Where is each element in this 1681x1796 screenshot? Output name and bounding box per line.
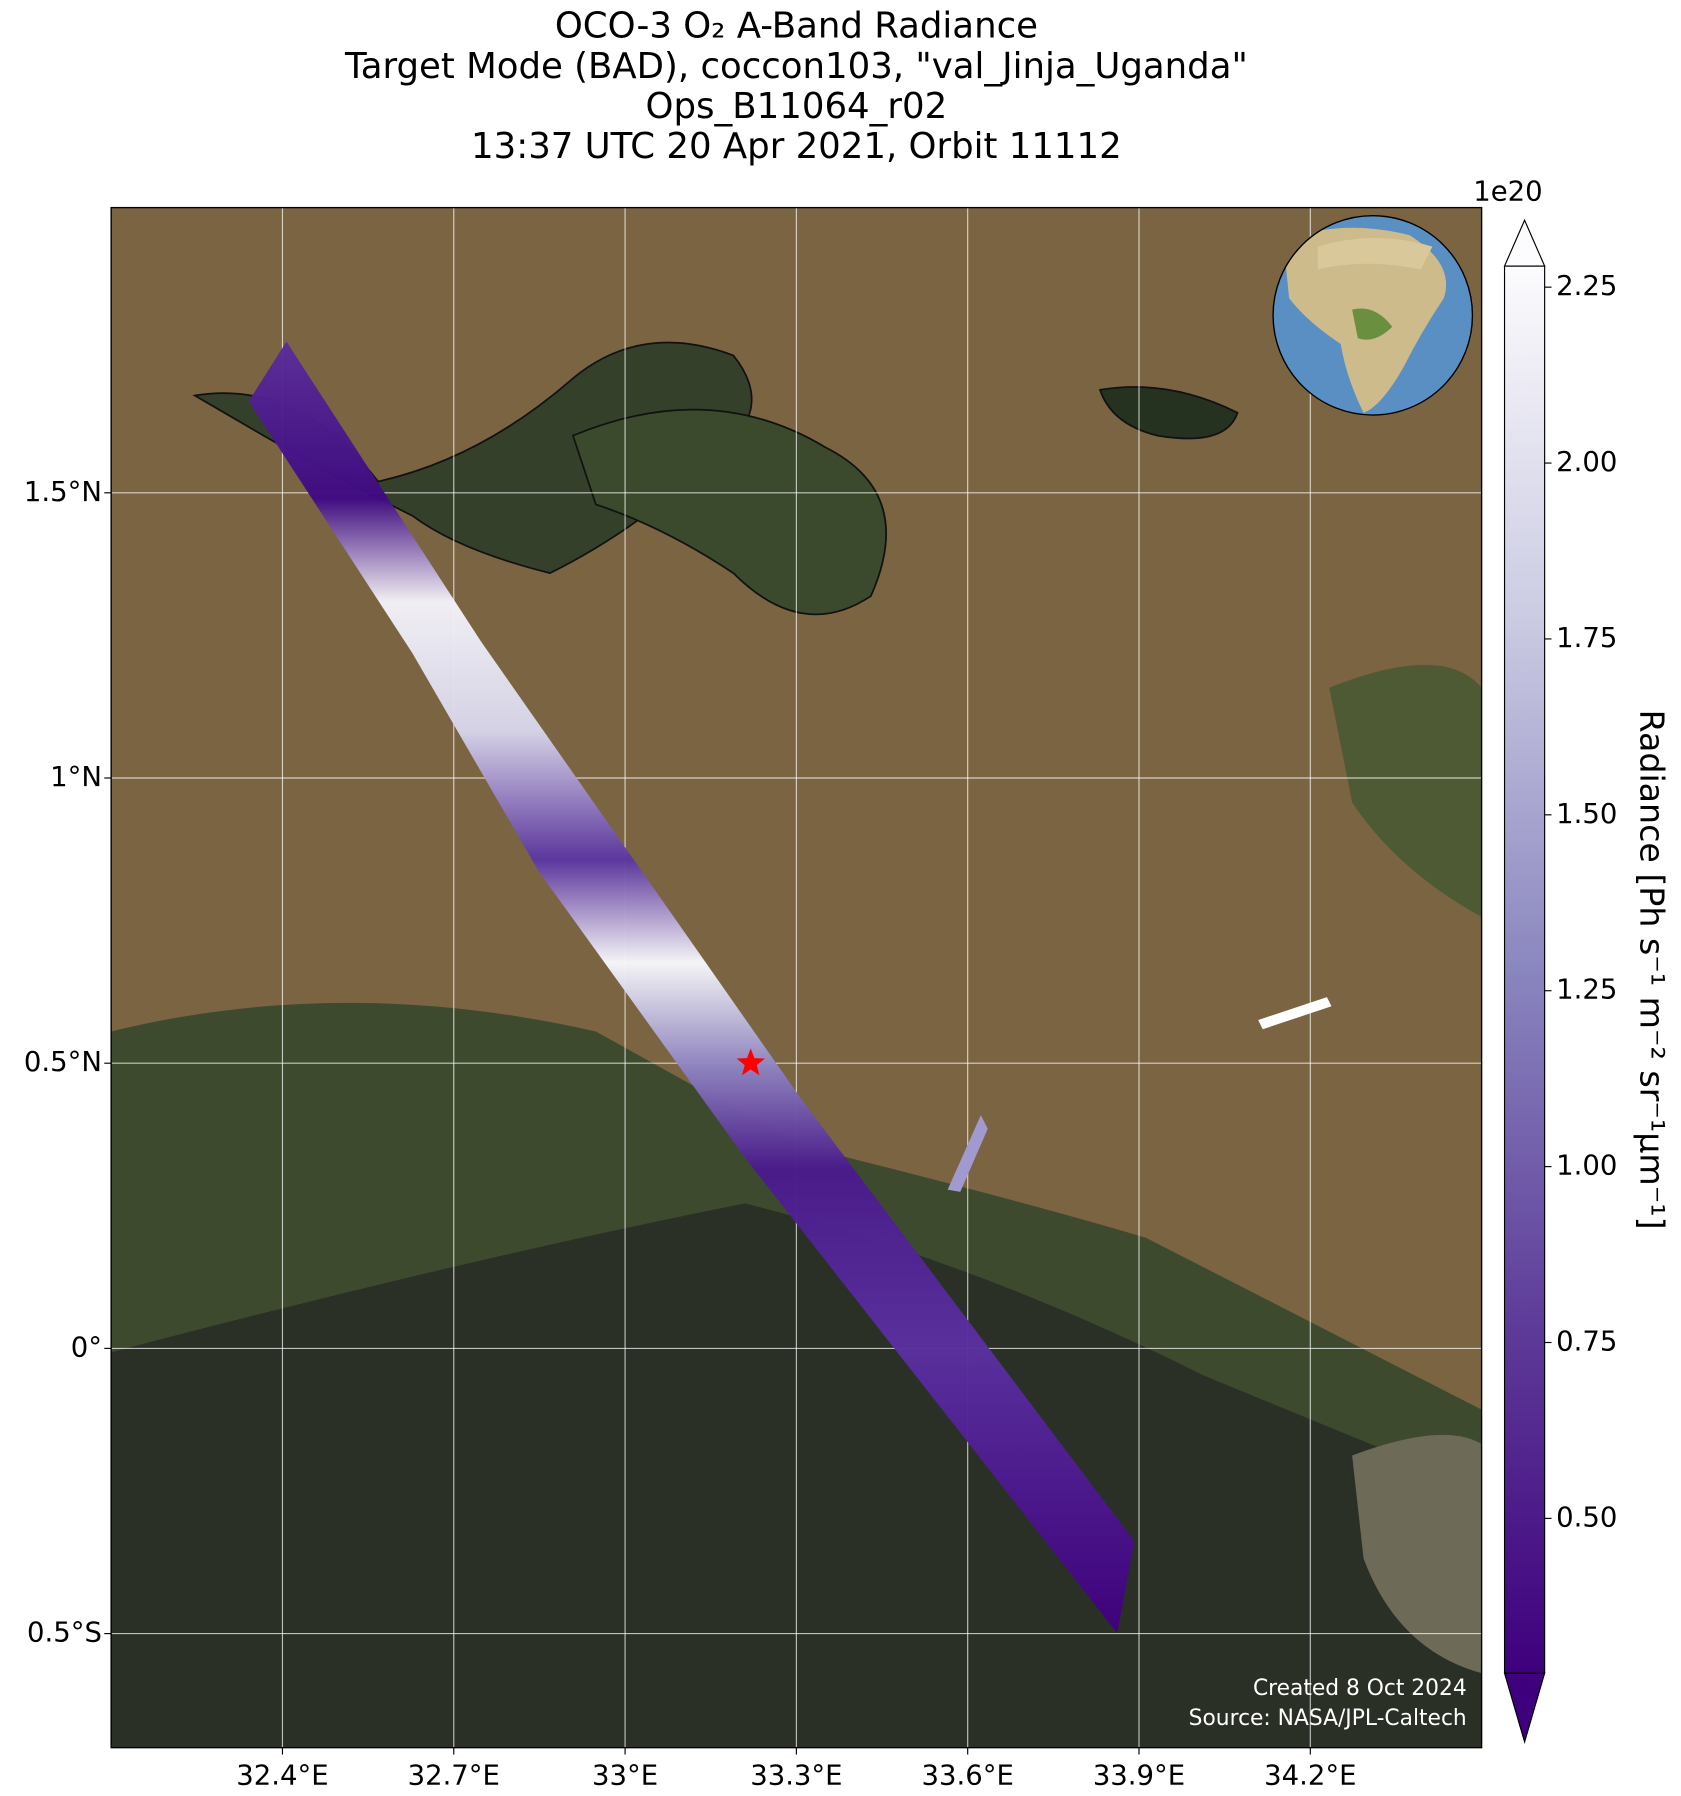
colorbar-tick-label: 1.25: [1556, 974, 1617, 1006]
x-tick-label: 33.6°E: [922, 1759, 1014, 1791]
y-tick-label: 0.5°S: [27, 1617, 102, 1649]
x-tick-label: 32.7°E: [408, 1759, 500, 1791]
colorbar-tick-label: 2.00: [1556, 446, 1617, 478]
credit-source: Source: NASA/JPL-Caltech: [1189, 1706, 1467, 1731]
colorbar-scale: 1e20: [1473, 176, 1542, 208]
colorbar-tick-label: 0.50: [1556, 1501, 1617, 1533]
y-tick-label: 0.5°N: [24, 1046, 102, 1078]
colorbar-frame: [1503, 265, 1546, 1674]
colorbar-tick-label: 1.75: [1556, 622, 1617, 654]
colorbar: [1504, 266, 1545, 1674]
chart-title: Target Mode (BAD), coccon103, "val_Jinja…: [344, 46, 1248, 87]
x-tick-label: 33°E: [592, 1759, 658, 1791]
colorbar-extend-bottom: [1503, 1672, 1546, 1744]
colorbar-label: Radiance [Ph s⁻¹ m⁻² sr⁻¹μm⁻¹]: [1633, 710, 1672, 1230]
colorbar-tick-label: 2.25: [1556, 270, 1617, 302]
chart-title: OCO-3 O₂ A-Band Radiance: [555, 6, 1038, 47]
colorbar-tick-label: 1.50: [1556, 798, 1617, 830]
x-tick-label: 32.4°E: [236, 1759, 328, 1791]
x-tick-label: 34.2°E: [1264, 1759, 1356, 1791]
x-tick-label: 33.3°E: [750, 1759, 842, 1791]
chart-title: Ops_B11064_r02: [646, 86, 948, 127]
colorbar-tick-label: 0.75: [1556, 1326, 1617, 1358]
y-tick-label: 1°N: [50, 761, 102, 793]
x-tick-label: 33.9°E: [1093, 1759, 1185, 1791]
credit-created: Created 8 Oct 2024: [1253, 1676, 1467, 1701]
target-marker: [736, 1048, 765, 1076]
inset-globe: [1272, 214, 1474, 416]
colorbar-extend-top: [1503, 218, 1546, 267]
y-tick-label: 0°: [71, 1331, 102, 1363]
radiance-swath: [248, 341, 1332, 1634]
chart-title: 13:37 UTC 20 Apr 2021, Orbit 11112: [471, 126, 1122, 167]
colorbar-tick-label: 1.00: [1556, 1150, 1617, 1182]
y-tick-label: 1.5°N: [24, 476, 102, 508]
